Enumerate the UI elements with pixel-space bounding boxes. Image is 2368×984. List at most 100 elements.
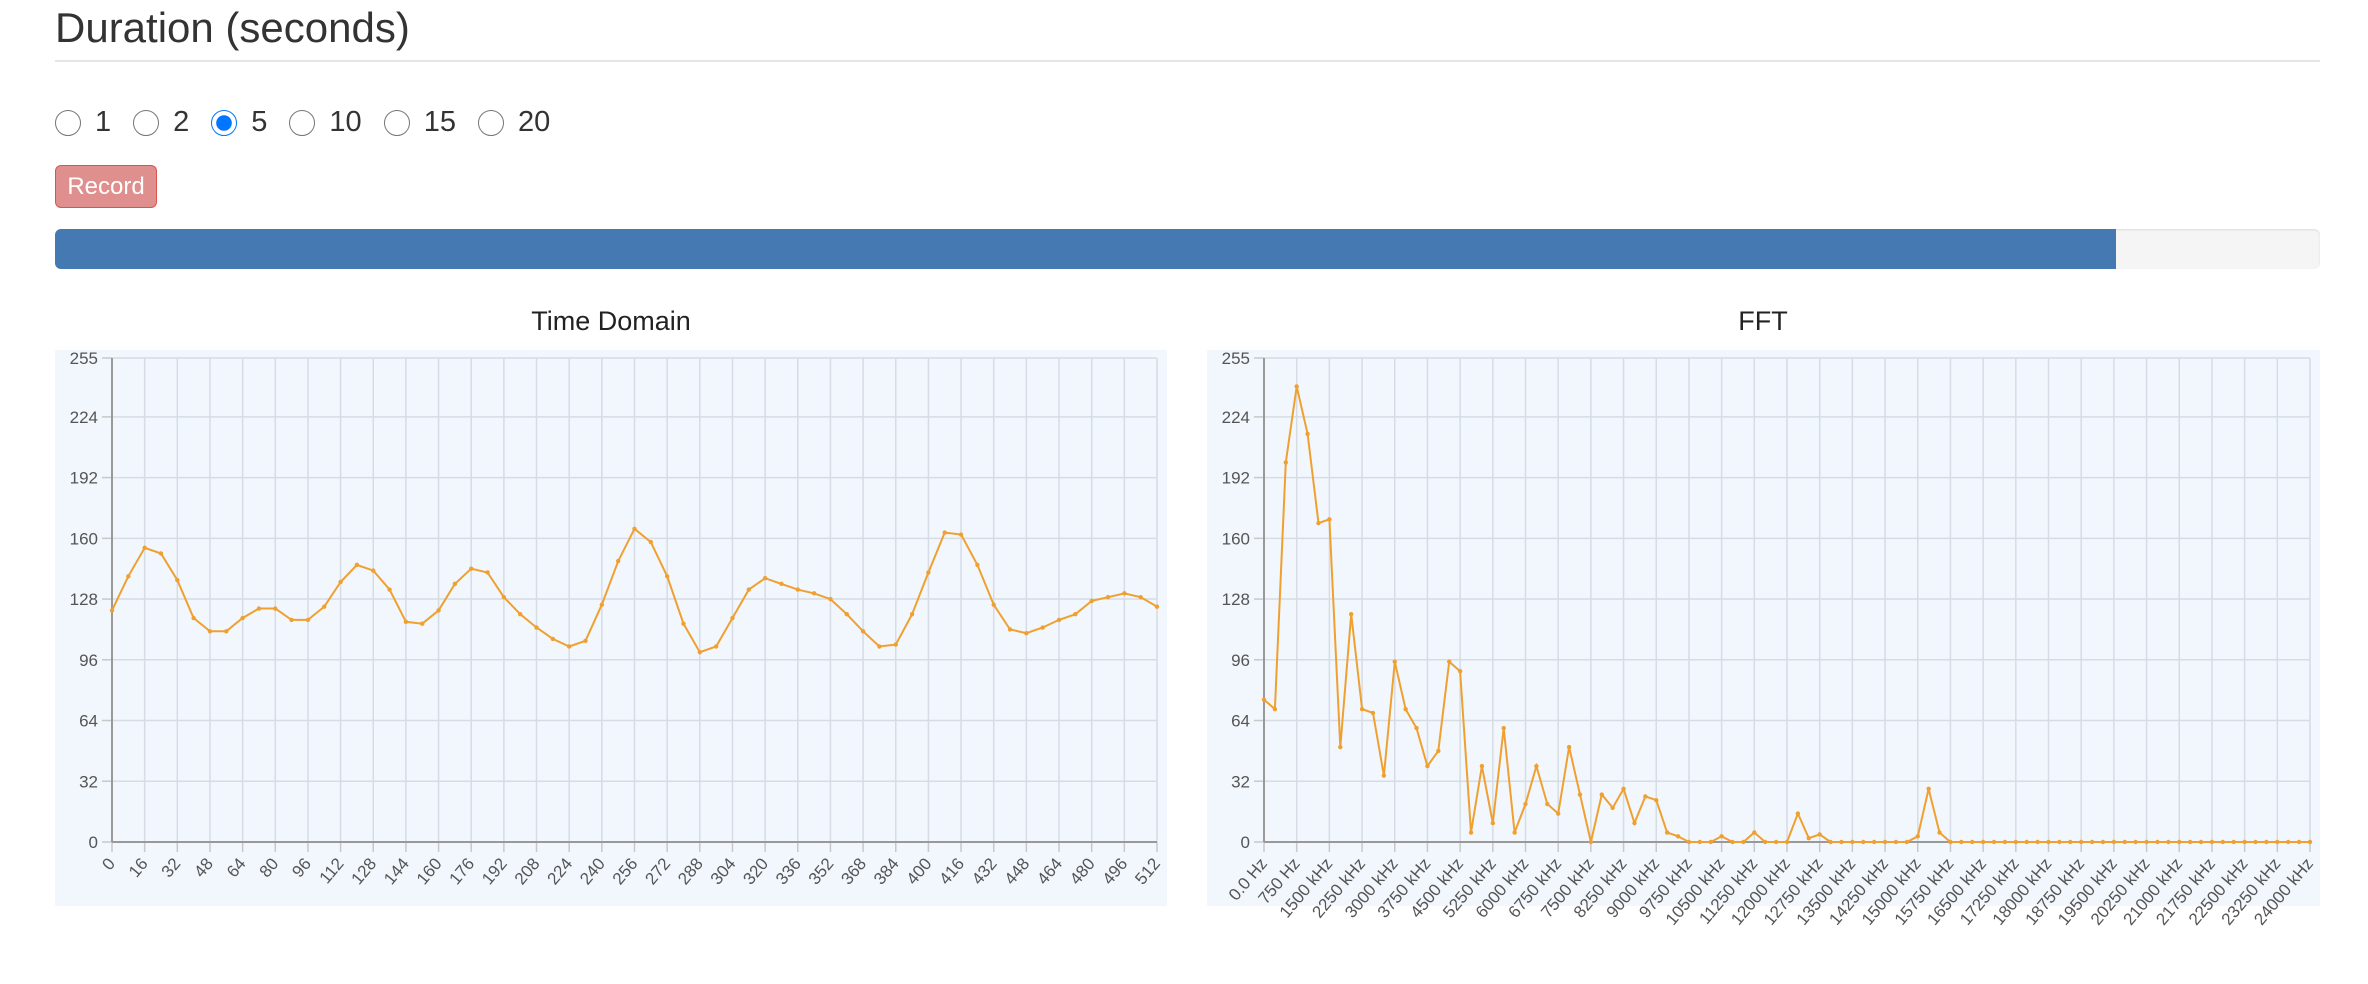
data-point xyxy=(1545,801,1550,807)
data-point xyxy=(2046,839,2051,845)
data-point xyxy=(403,619,409,625)
data-point xyxy=(2253,839,2258,845)
data-point xyxy=(2242,839,2247,845)
data-point xyxy=(534,625,539,630)
x-tick-label: 48 xyxy=(190,854,217,881)
data-point xyxy=(975,562,980,568)
data-point xyxy=(256,606,262,611)
x-tick-label: 16 xyxy=(125,854,152,881)
x-tick-label: 15750 kHz xyxy=(1891,854,1958,928)
y-tick-label: 32 xyxy=(1231,772,1250,791)
data-point xyxy=(1643,794,1648,799)
radio[interactable] xyxy=(55,109,81,136)
chart-panel xyxy=(55,350,1167,906)
data-point xyxy=(615,558,621,564)
duration-option[interactable]: 1 xyxy=(55,106,111,139)
data-point xyxy=(2275,839,2280,845)
x-tick-label: 208 xyxy=(511,854,544,888)
data-point xyxy=(1686,839,1692,845)
y-tick-label: 224 xyxy=(1222,408,1250,427)
x-tick-label: 20250 kHz xyxy=(2087,854,2154,928)
data-point xyxy=(909,612,915,617)
data-point xyxy=(1991,839,1997,845)
x-tick-label: 128 xyxy=(348,854,381,888)
data-point xyxy=(452,581,458,587)
data-point xyxy=(1154,604,1160,609)
data-point xyxy=(1316,520,1321,526)
x-tick-label: 9750 kHz xyxy=(1635,854,1696,921)
data-point xyxy=(1512,830,1517,835)
data-point xyxy=(305,617,311,623)
data-line xyxy=(1263,386,2310,843)
data-point xyxy=(942,530,947,535)
data-point xyxy=(207,629,213,634)
x-tick-label: 32 xyxy=(158,854,185,881)
radio[interactable] xyxy=(383,109,410,136)
data-point xyxy=(1490,820,1496,826)
x-tick-label: 368 xyxy=(837,854,870,888)
y-tick-label: 64 xyxy=(79,712,98,731)
x-tick-label: 16500 kHz xyxy=(1923,854,1990,928)
y-tick-label: 160 xyxy=(70,529,98,548)
x-tick-label: 12750 kHz xyxy=(1760,854,1827,928)
progress-track xyxy=(55,229,2320,269)
duration-option[interactable]: 10 xyxy=(289,106,362,139)
data-point xyxy=(1882,839,1888,845)
x-tick-label: 272 xyxy=(641,854,674,888)
duration-option[interactable]: 5 xyxy=(211,106,267,139)
x-tick-label: 5250 kHz xyxy=(1439,854,1500,921)
data-point xyxy=(2057,839,2062,845)
duration-option[interactable]: 2 xyxy=(133,106,189,139)
data-point xyxy=(2024,839,2029,845)
radio[interactable] xyxy=(211,109,238,136)
data-point xyxy=(338,579,343,585)
data-point xyxy=(1980,839,1986,845)
data-point xyxy=(1588,839,1594,845)
y-tick-label: 255 xyxy=(1222,349,1250,368)
record-button[interactable]: Record xyxy=(55,165,157,208)
data-point xyxy=(2122,839,2127,845)
data-point xyxy=(1697,839,1703,845)
data-point xyxy=(2177,839,2182,845)
data-point xyxy=(1305,431,1310,437)
data-point xyxy=(681,621,686,626)
radio[interactable] xyxy=(289,109,316,136)
chart-title: FFT xyxy=(1738,306,1787,336)
duration-option[interactable]: 20 xyxy=(477,106,551,139)
y-tick-label: 128 xyxy=(1222,590,1250,609)
x-tick-label: 7500 kHz xyxy=(1537,854,1598,921)
option-label: 20 xyxy=(517,106,551,138)
data-point xyxy=(1741,839,1746,845)
data-point xyxy=(1654,798,1659,803)
x-tick-label: 750 Hz xyxy=(1255,854,1304,907)
data-point xyxy=(632,526,637,532)
data-point xyxy=(1828,839,1833,845)
y-tick-label: 32 xyxy=(79,772,98,791)
data-point xyxy=(599,602,605,607)
data-point xyxy=(2068,839,2073,845)
x-tick-label: 384 xyxy=(870,854,903,888)
data-point xyxy=(1806,836,1811,841)
x-tick-label: 416 xyxy=(935,854,968,888)
data-point xyxy=(1970,839,1975,845)
data-point xyxy=(1436,748,1441,754)
data-point xyxy=(1719,834,1724,839)
data-point xyxy=(485,570,490,575)
x-tick-label: 18750 kHz xyxy=(2021,854,2088,928)
data-point xyxy=(566,644,572,649)
data-point xyxy=(583,638,588,644)
option-label: 2 xyxy=(173,106,190,138)
data-point xyxy=(1294,384,1299,389)
data-point xyxy=(1752,830,1757,835)
radio[interactable] xyxy=(133,109,160,136)
data-point xyxy=(1392,659,1397,664)
data-point xyxy=(1523,801,1528,807)
x-tick-label: 14250 kHz xyxy=(1825,854,1892,928)
data-point xyxy=(1457,668,1463,674)
radio[interactable] xyxy=(477,109,504,136)
data-point xyxy=(142,545,147,551)
data-point xyxy=(1007,627,1013,632)
duration-option[interactable]: 15 xyxy=(383,106,456,139)
x-tick-label: 80 xyxy=(256,854,283,881)
data-point xyxy=(1348,612,1354,617)
